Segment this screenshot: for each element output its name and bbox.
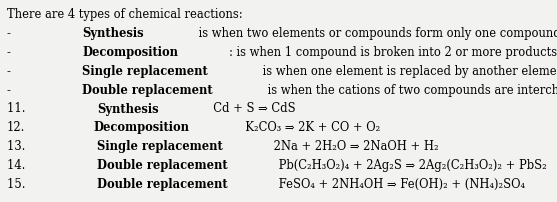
Text: -: -	[7, 46, 14, 59]
Text: Synthesis: Synthesis	[82, 27, 144, 40]
Text: There are 4 types of chemical reactions:: There are 4 types of chemical reactions:	[7, 8, 242, 21]
Text: -: -	[7, 27, 14, 40]
Text: is when two elements or compounds form only one compound.: is when two elements or compounds form o…	[195, 27, 557, 40]
Text: Double replacement: Double replacement	[97, 177, 228, 190]
Text: Decomposition: Decomposition	[93, 121, 189, 134]
Text: Synthesis: Synthesis	[97, 102, 159, 115]
Text: 12.: 12.	[7, 121, 25, 134]
Text: 11.: 11.	[7, 102, 29, 115]
Text: -: -	[7, 83, 14, 96]
Text: Double replacement: Double replacement	[97, 158, 227, 171]
Text: is when the cations of two compounds are interchanged.: is when the cations of two compounds are…	[264, 83, 557, 96]
Text: : is when 1 compound is broken into 2 or more products.: : is when 1 compound is broken into 2 or…	[229, 46, 557, 59]
Text: -: -	[7, 64, 14, 77]
Text: Single replacement: Single replacement	[97, 140, 223, 153]
Text: Cd + S ⇒ CdS: Cd + S ⇒ CdS	[207, 102, 296, 115]
Text: Single replacement: Single replacement	[82, 64, 208, 77]
Text: FeSO₄ + 2NH₄OH ⇒ Fe(OH)₂ + (NH₄)₂SO₄: FeSO₄ + 2NH₄OH ⇒ Fe(OH)₂ + (NH₄)₂SO₄	[275, 177, 525, 190]
Text: 2Na + 2H₂O ⇒ 2NaOH + H₂: 2Na + 2H₂O ⇒ 2NaOH + H₂	[270, 140, 439, 153]
Text: is when one element is replaced by another element.: is when one element is replaced by anoth…	[259, 64, 557, 77]
Text: Double replacement: Double replacement	[82, 83, 213, 96]
Text: K₂CO₃ ⇒ 2K + CO + O₂: K₂CO₃ ⇒ 2K + CO + O₂	[238, 121, 380, 134]
Text: 13.: 13.	[7, 140, 28, 153]
Text: 15.: 15.	[7, 177, 29, 190]
Text: Pb(C₂H₃O₂)₄ + 2Ag₂S ⇒ 2Ag₂(C₂H₃O₂)₂ + PbS₂: Pb(C₂H₃O₂)₄ + 2Ag₂S ⇒ 2Ag₂(C₂H₃O₂)₂ + Pb…	[275, 158, 547, 171]
Text: Decomposition: Decomposition	[82, 46, 178, 59]
Text: 14.: 14.	[7, 158, 28, 171]
